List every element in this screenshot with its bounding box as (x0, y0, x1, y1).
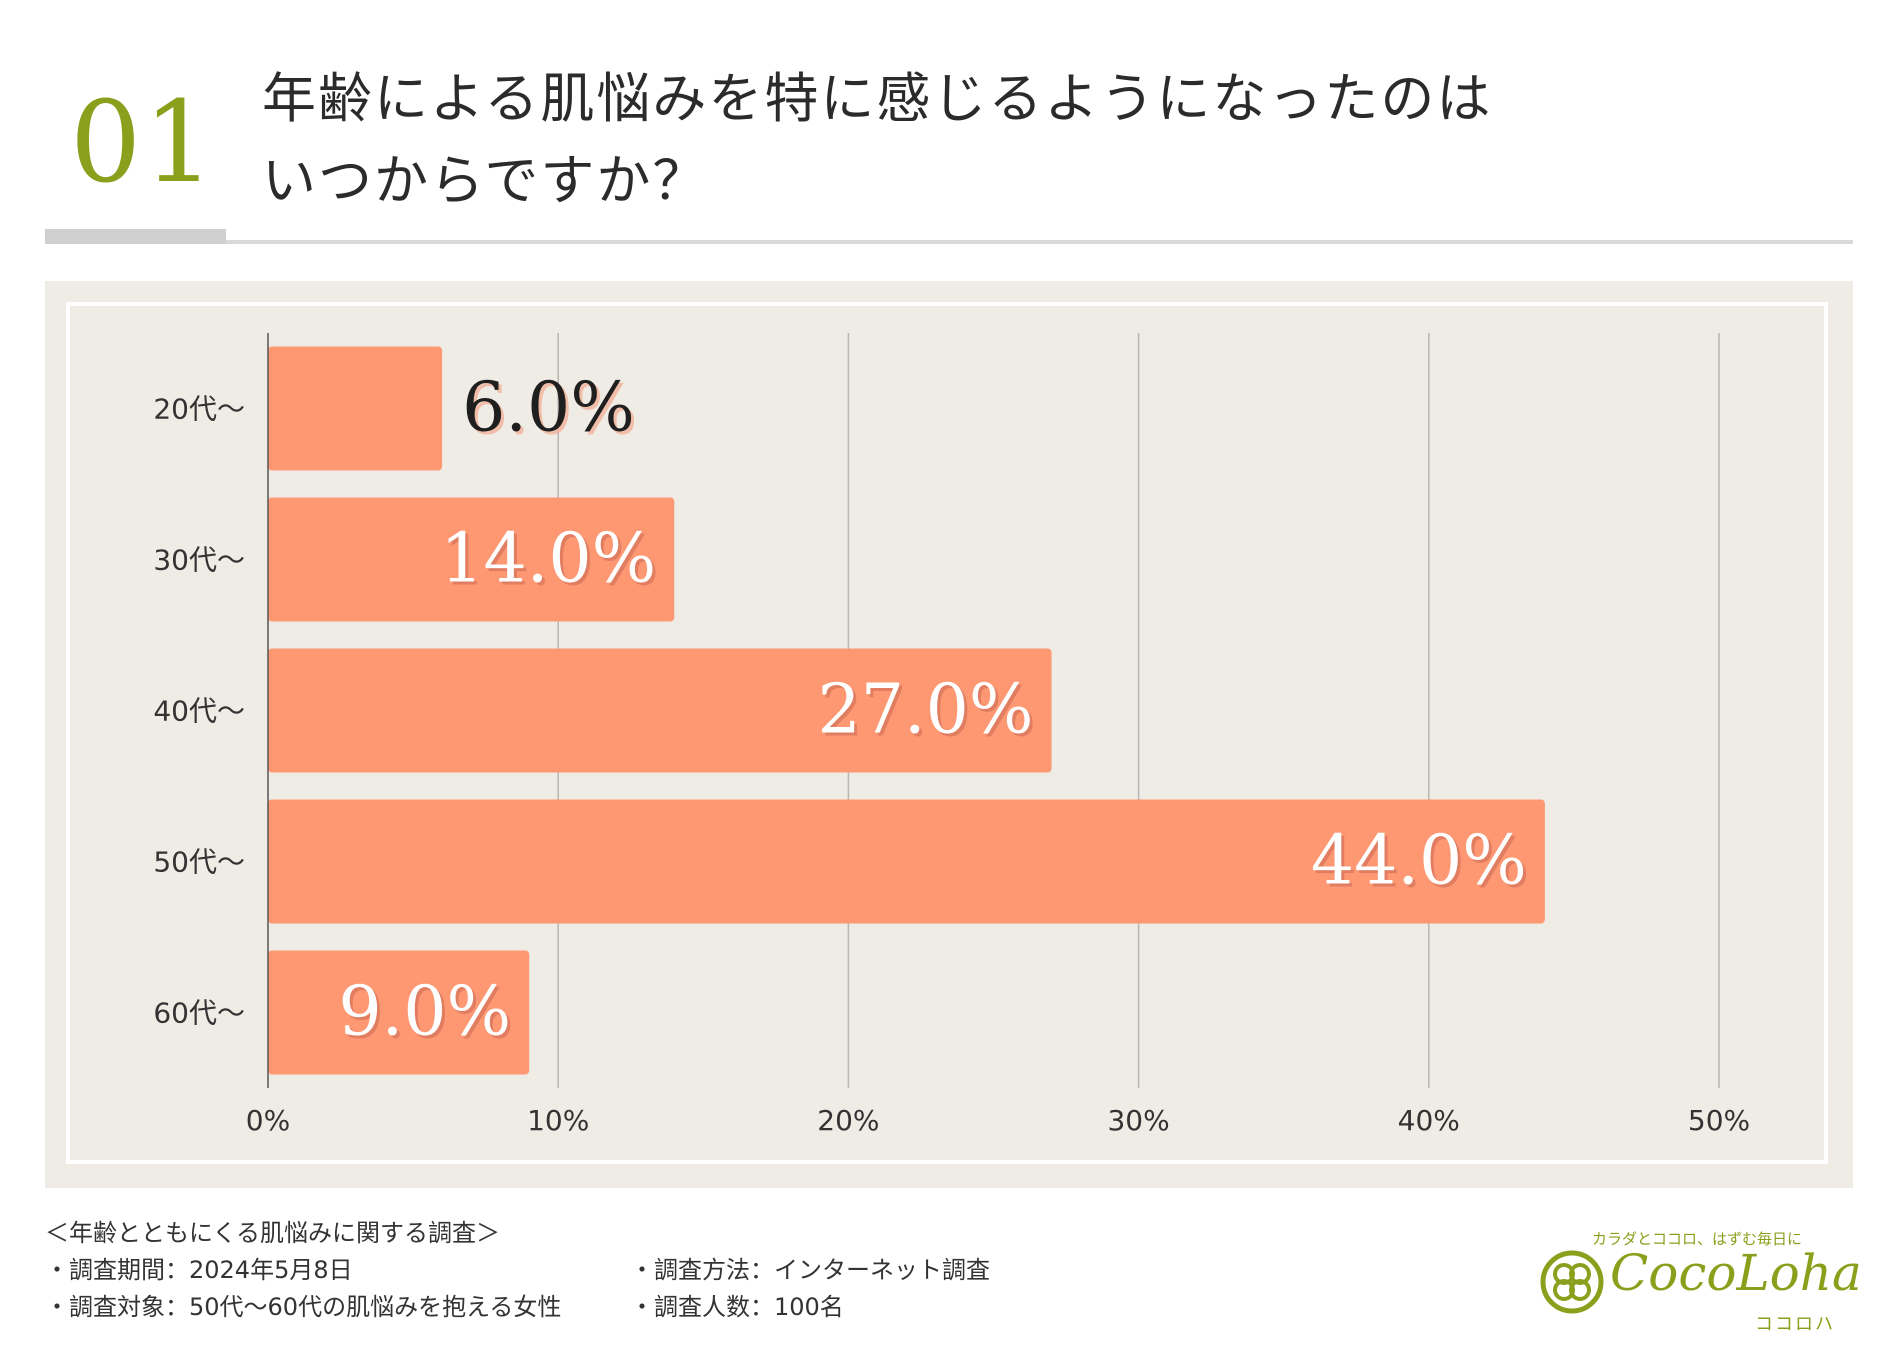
survey-count: ・調査人数：100名 (630, 1293, 844, 1321)
chart-frame (66, 302, 1828, 1164)
value-label-4: 9.0% (338, 973, 511, 1052)
survey-method: ・調査方法：インターネット調査 (630, 1256, 990, 1284)
x-tick-label-0: 0% (246, 1104, 290, 1137)
value-label-shadow-4: 9.0% (341, 976, 514, 1055)
brand-logo: カラダとココロ、はずむ毎日に CocoLoha ココロハ (1540, 1228, 1862, 1338)
bar-3 (268, 799, 1545, 924)
question-number: 01 (70, 78, 217, 208)
bar-4 (268, 950, 530, 1075)
category-label-4: 60代～ (153, 997, 245, 1030)
clover-icon (1540, 1250, 1604, 1314)
value-label-shadow-1: 14.0% (443, 523, 659, 602)
title-line-1: 年齢による肌悩みを特に感じるようになったのは (262, 67, 1493, 130)
value-label-3: 44.0% (1311, 822, 1527, 901)
value-label-1: 14.0% (440, 520, 656, 599)
page-title: 年齢による肌悩みを特に感じるようになったのは いつからですか？ (262, 58, 1492, 222)
x-tick-label-40: 40% (1398, 1104, 1460, 1137)
category-label-2: 40代～ (153, 695, 245, 728)
survey-title: ＜年齢とともにくる肌悩みに関する調査＞ (45, 1219, 501, 1247)
x-tick-label-20: 20% (817, 1104, 879, 1137)
logo-name: CocoLoha (1610, 1244, 1862, 1302)
value-label-shadow-0: 6.0% (465, 372, 638, 451)
title-divider-accent (45, 229, 226, 244)
x-tick-label-10: 10% (527, 1104, 589, 1137)
survey-period: ・調査期間：2024年5月8日 (45, 1256, 353, 1284)
value-label-shadow-2: 27.0% (821, 674, 1037, 753)
category-label-1: 30代～ (153, 544, 245, 577)
bar-2 (268, 648, 1052, 773)
title-line-2: いつからですか？ (262, 149, 709, 212)
category-label-0: 20代～ (153, 393, 245, 426)
value-label-2: 27.0% (818, 671, 1034, 750)
title-divider (45, 240, 1853, 244)
bar-0 (268, 346, 443, 471)
logo-tagline: カラダとココロ、はずむ毎日に (1592, 1230, 1803, 1248)
logo-kana: ココロハ (1755, 1314, 1835, 1335)
survey-target: ・調査対象：50代～60代の肌悩みを抱える女性 (45, 1293, 562, 1321)
value-label-0: 6.0% (462, 369, 635, 448)
bar-chart: 20代～ 6.0%6.0%30代～ 14.0%14.0%40代～ 27.0%27.0%… (153, 333, 1750, 1137)
value-label-shadow-3: 44.0% (1314, 825, 1530, 904)
bar-1 (268, 497, 675, 622)
x-tick-label-50: 50% (1688, 1104, 1750, 1137)
survey-notes: ＜年齢とともにくる肌悩みに関する調査＞ ・調査期間：2024年5月8日 ・調査方… (45, 1215, 990, 1326)
category-label-3: 50代～ (153, 846, 245, 879)
x-tick-label-30: 30% (1107, 1104, 1169, 1137)
